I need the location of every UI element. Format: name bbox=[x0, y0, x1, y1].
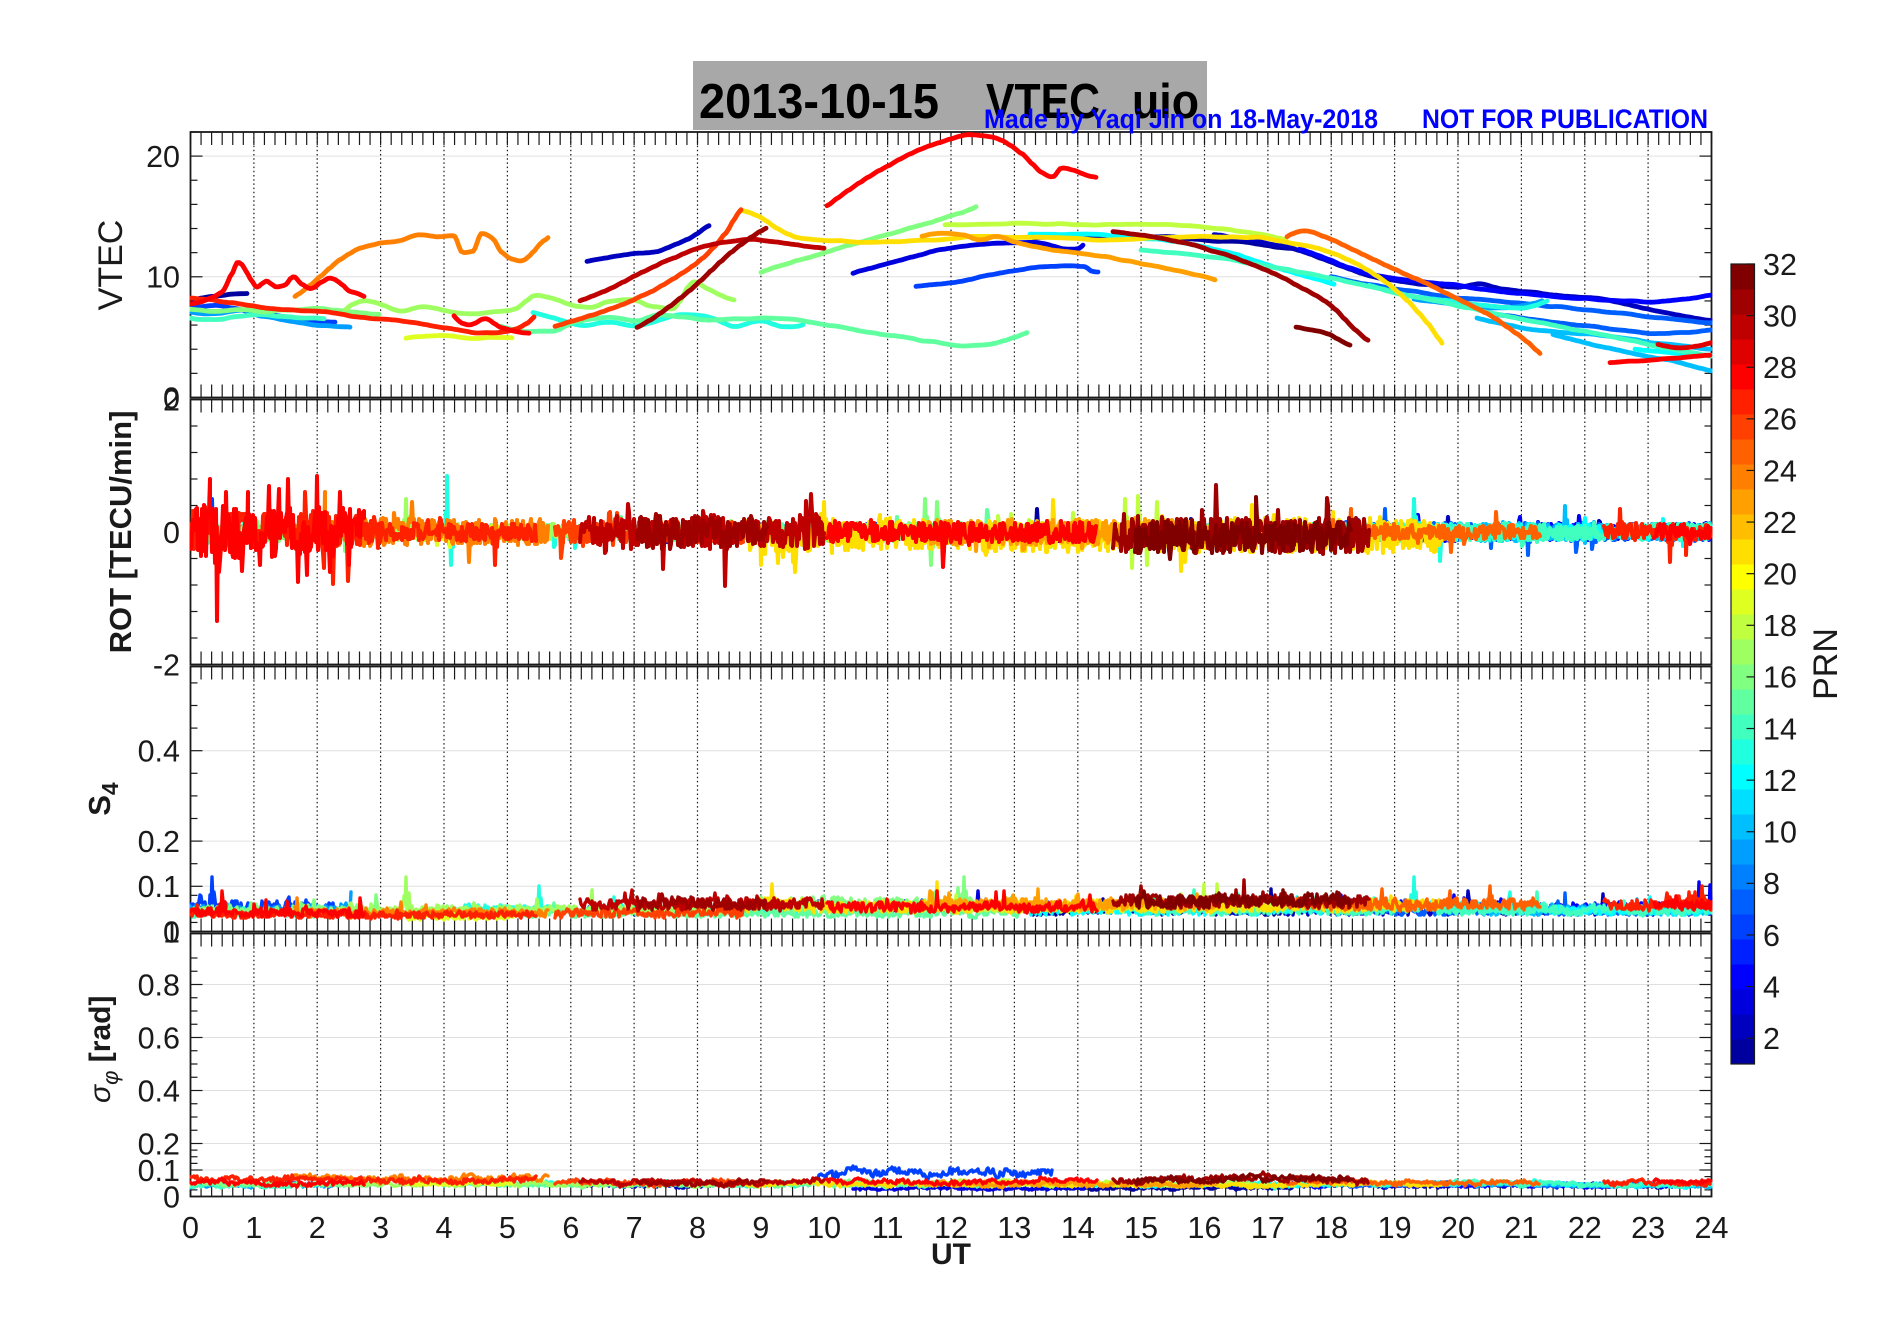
svg-text:16: 16 bbox=[1188, 1211, 1222, 1245]
svg-text:uio: uio bbox=[1132, 75, 1199, 129]
svg-text:2013-10-15: 2013-10-15 bbox=[699, 75, 939, 129]
svg-text:13: 13 bbox=[997, 1211, 1031, 1245]
svg-text:0.8: 0.8 bbox=[138, 968, 180, 1002]
svg-text:17: 17 bbox=[1251, 1211, 1285, 1245]
svg-text:2: 2 bbox=[309, 1211, 326, 1245]
svg-text:3: 3 bbox=[372, 1211, 389, 1245]
svg-text:0: 0 bbox=[163, 516, 180, 550]
svg-text:0.1: 0.1 bbox=[138, 1154, 180, 1188]
svg-text:PRN: PRN bbox=[1807, 628, 1845, 700]
svg-text:18: 18 bbox=[1763, 609, 1797, 643]
svg-text:20: 20 bbox=[146, 140, 180, 174]
svg-text:10: 10 bbox=[807, 1211, 841, 1245]
svg-text:30: 30 bbox=[1763, 299, 1797, 333]
svg-text:14: 14 bbox=[1763, 712, 1797, 746]
svg-text:0.2: 0.2 bbox=[138, 1127, 180, 1161]
svg-text:12: 12 bbox=[1763, 764, 1797, 798]
svg-text:0: 0 bbox=[163, 1180, 180, 1214]
svg-text:Made by Yaqi Jin on 18-May-201: Made by Yaqi Jin on 18-May-2018 bbox=[984, 104, 1378, 134]
svg-text:24: 24 bbox=[1695, 1211, 1729, 1245]
svg-text:9: 9 bbox=[752, 1211, 769, 1245]
svg-text:16: 16 bbox=[1763, 661, 1797, 695]
svg-text:UT: UT bbox=[931, 1238, 971, 1271]
svg-text:19: 19 bbox=[1378, 1211, 1412, 1245]
svg-text:0.4: 0.4 bbox=[138, 735, 180, 769]
svg-text:2: 2 bbox=[163, 383, 180, 417]
svg-text:0.6: 0.6 bbox=[138, 1021, 180, 1055]
svg-text:21: 21 bbox=[1504, 1211, 1538, 1245]
svg-text:4: 4 bbox=[1763, 970, 1780, 1004]
svg-text:22: 22 bbox=[1568, 1211, 1602, 1245]
svg-text:23: 23 bbox=[1631, 1211, 1665, 1245]
svg-text:32: 32 bbox=[1763, 248, 1797, 282]
svg-text:0: 0 bbox=[163, 381, 180, 415]
svg-text:-2: -2 bbox=[153, 648, 180, 682]
svg-text:10: 10 bbox=[146, 261, 180, 295]
svg-text:20: 20 bbox=[1763, 558, 1797, 592]
svg-text:NOT FOR PUBLICATION: NOT FOR PUBLICATION bbox=[1422, 104, 1708, 134]
svg-text:0: 0 bbox=[163, 915, 180, 949]
svg-text:11: 11 bbox=[872, 1211, 904, 1245]
svg-text:0.1: 0.1 bbox=[138, 870, 180, 904]
svg-text:4: 4 bbox=[436, 1211, 453, 1245]
svg-text:1: 1 bbox=[163, 915, 180, 949]
svg-text:6: 6 bbox=[562, 1211, 579, 1245]
svg-text:ROT [TECU/min]: ROT [TECU/min] bbox=[103, 411, 138, 654]
svg-text:0.4: 0.4 bbox=[138, 1074, 180, 1108]
svg-text:15: 15 bbox=[1124, 1211, 1158, 1245]
svg-text:8: 8 bbox=[689, 1211, 706, 1245]
svg-text:0: 0 bbox=[182, 1211, 199, 1245]
svg-text:12: 12 bbox=[934, 1211, 968, 1245]
svg-text:5: 5 bbox=[499, 1211, 516, 1245]
svg-text:26: 26 bbox=[1763, 403, 1797, 437]
svg-text:10: 10 bbox=[1763, 816, 1797, 850]
svg-text:20: 20 bbox=[1441, 1211, 1475, 1245]
svg-text:VTEC: VTEC bbox=[986, 75, 1100, 129]
svg-text:8: 8 bbox=[1763, 867, 1780, 901]
svg-text:2: 2 bbox=[1763, 1022, 1780, 1056]
svg-text:7: 7 bbox=[626, 1211, 643, 1245]
svg-text:σφ [rad]: σφ [rad] bbox=[84, 996, 123, 1103]
svg-text:28: 28 bbox=[1763, 351, 1797, 385]
svg-text:6: 6 bbox=[1763, 919, 1780, 953]
svg-text:14: 14 bbox=[1061, 1211, 1095, 1245]
svg-text:1: 1 bbox=[245, 1211, 262, 1245]
svg-text:VTEC: VTEC bbox=[92, 220, 130, 311]
svg-text:0.2: 0.2 bbox=[138, 825, 180, 859]
svg-text:18: 18 bbox=[1314, 1211, 1348, 1245]
svg-text:22: 22 bbox=[1763, 506, 1797, 540]
svg-text:24: 24 bbox=[1763, 454, 1797, 488]
